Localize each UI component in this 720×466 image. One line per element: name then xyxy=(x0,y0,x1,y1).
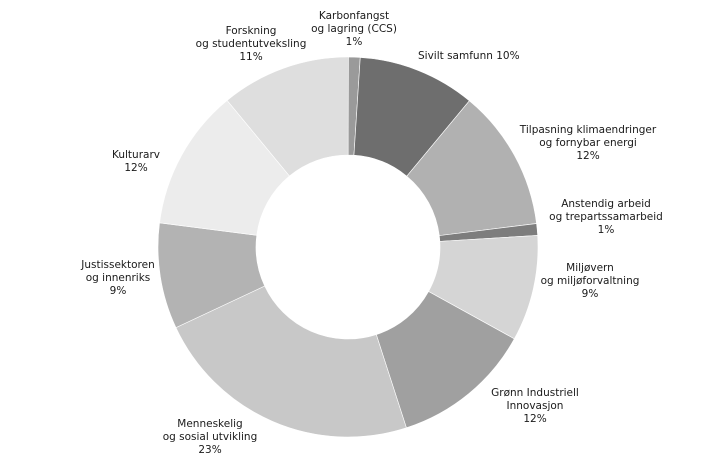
slice-label-line: 1% xyxy=(346,36,363,48)
slice-label-7: Menneskelig og sosial utvikling 23% xyxy=(163,418,258,456)
slice-label-line: 23% xyxy=(198,444,221,456)
slice-label-line: Miljøvern xyxy=(566,262,614,274)
slice-label-4: Anstendig arbeid og trepartssamarbeid 1% xyxy=(549,198,663,236)
slice-label-line: 12% xyxy=(576,150,599,162)
slice-label-2: Sivilt samfunn 10% xyxy=(418,50,520,62)
slice-label-line: og lagring (CCS) xyxy=(311,23,397,35)
slice-label-line: Kulturarv xyxy=(112,149,160,161)
slice-label-line: 11% xyxy=(239,51,262,63)
slice-label-line: 9% xyxy=(582,288,599,300)
slice-label-line: 1% xyxy=(598,224,615,236)
slice-label-line: og studentutveksling xyxy=(196,38,307,50)
slice-label-line: Justissektoren xyxy=(80,259,154,271)
slice-label-line: Grønn Industriell xyxy=(491,387,579,399)
slice-label-8: Justissektoren og innenriks 9% xyxy=(80,259,154,297)
slice-label-line: Anstendig arbeid xyxy=(561,198,651,210)
slice-label-line: 9% xyxy=(110,285,127,297)
slice-label-10: Forskning og studentutveksling 11% xyxy=(196,25,307,63)
slice-label-line: Forskning xyxy=(226,25,277,37)
slice-label-line: og trepartssamarbeid xyxy=(549,211,663,223)
slices-layer xyxy=(157,56,539,438)
slice-label-line: Sivilt samfunn 10% xyxy=(418,50,520,62)
slice-label-line: Tilpasning klimaendringer xyxy=(519,124,657,136)
slice-label-line: og fornybar energi xyxy=(539,137,637,149)
slice-label-6: Grønn Industriell Innovasjon 12% xyxy=(491,387,579,425)
slice-label-3: Tilpasning klimaendringer og fornybar ene… xyxy=(519,124,657,162)
slice-label-1: Karbonfangst og lagring (CCS) 1% xyxy=(311,10,397,48)
slice-label-line: Menneskelig xyxy=(177,418,242,430)
slice-label-line: og miljøforvaltning xyxy=(541,275,640,287)
slice-label-line: og innenriks xyxy=(86,272,151,284)
slice-label-5: Miljøvern og miljøforvaltning 9% xyxy=(541,262,640,300)
slice-label-line: 12% xyxy=(523,413,546,425)
slice-label-9: Kulturarv 12% xyxy=(112,149,160,174)
slice-label-line: 12% xyxy=(124,162,147,174)
labels-layer: Karbonfangst og lagring (CCS) 1%Sivilt sam… xyxy=(80,10,663,456)
slice-7 xyxy=(175,285,407,438)
slice-10 xyxy=(226,56,349,177)
slice-label-line: Karbonfangst xyxy=(319,10,389,22)
slice-label-line: og sosial utvikling xyxy=(163,431,258,443)
slice-label-line: Innovasjon xyxy=(507,400,564,412)
